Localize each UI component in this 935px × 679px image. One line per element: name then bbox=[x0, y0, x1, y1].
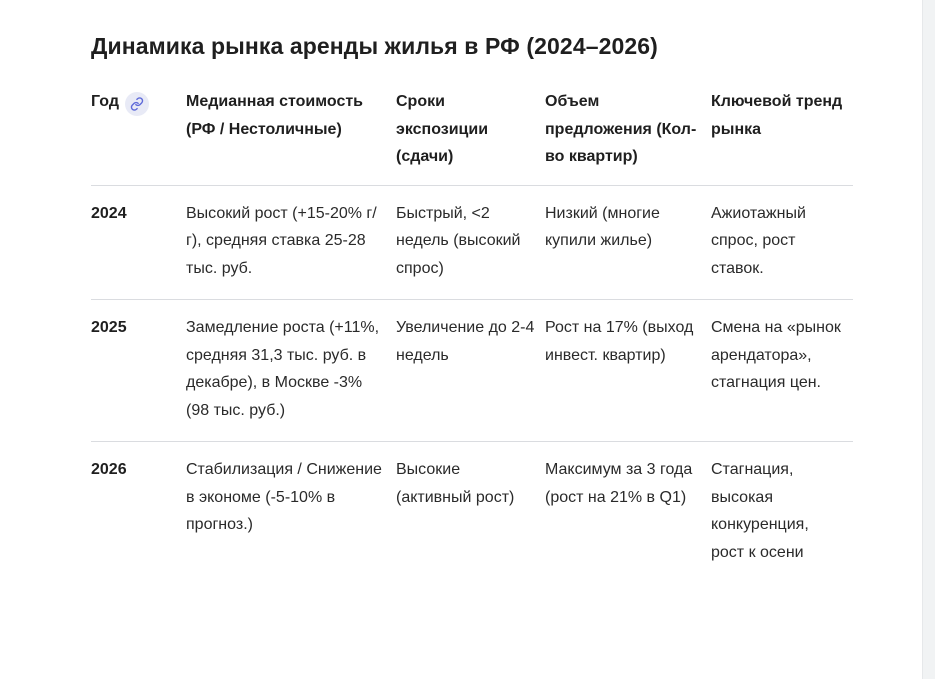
cell-trend: Ажиотажный спрос, рост ставок. bbox=[711, 184, 853, 300]
cell-trend: Стагнация, высокая конкуренция, рост к о… bbox=[711, 441, 853, 583]
cell-exposure: Высокие (активный рост) bbox=[396, 441, 545, 583]
header-trend: Ключевой тренд рынка bbox=[711, 93, 843, 138]
cell-year: 2024 bbox=[91, 184, 186, 300]
cell-supply: Рост на 17% (выход инвест. квартир) bbox=[545, 299, 711, 442]
link-icon[interactable] bbox=[125, 92, 149, 116]
cell-supply: Низкий (многие купили жилье) bbox=[545, 184, 711, 300]
table-row: 2025 Замедление роста (+11%, средняя 31,… bbox=[91, 299, 853, 442]
header-year: Год bbox=[91, 88, 186, 185]
table-row: 2024 Высокий рост (+15-20% г/г), средняя… bbox=[91, 184, 853, 300]
cell-year: 2025 bbox=[91, 299, 186, 442]
cell-price: Стабилизация / Снижение в экономе (-5-10… bbox=[186, 441, 396, 583]
header-exposure: Сроки экспозиции (сдачи) bbox=[396, 93, 489, 165]
response-content: Динамика рынка аренды жилья в РФ (2024–2… bbox=[91, 26, 853, 583]
table-header-row: Год Медианная стоимость (РФ / Нестоличны… bbox=[91, 88, 853, 185]
scrollbar-track[interactable] bbox=[922, 0, 935, 679]
cell-exposure: Быстрый, <2 недель (высокий спрос) bbox=[396, 184, 545, 300]
cell-exposure: Увеличение до 2-4 недель bbox=[396, 299, 545, 442]
header-supply: Объем предложения (Кол-во квартир) bbox=[545, 93, 697, 165]
header-median-price: Медианная стоимость (РФ / Нестоличные) bbox=[186, 93, 364, 138]
table-row: 2026 Стабилизация / Снижение в экономе (… bbox=[91, 441, 853, 583]
cell-price: Замедление роста (+11%, средняя 31,3 тыс… bbox=[186, 299, 396, 442]
rental-market-table: Год Медианная стоимость (РФ / Нестоличны… bbox=[91, 88, 853, 583]
header-year-label: Год bbox=[91, 93, 119, 110]
cell-supply: Максимум за 3 года (рост на 21% в Q1) bbox=[545, 441, 711, 583]
cell-trend: Смена на «рынок арендатора», стагнация ц… bbox=[711, 299, 853, 442]
table-title: Динамика рынка аренды жилья в РФ (2024–2… bbox=[91, 33, 658, 59]
cell-price: Высокий рост (+15-20% г/г), средняя став… bbox=[186, 184, 396, 300]
cell-year: 2026 bbox=[91, 441, 186, 583]
